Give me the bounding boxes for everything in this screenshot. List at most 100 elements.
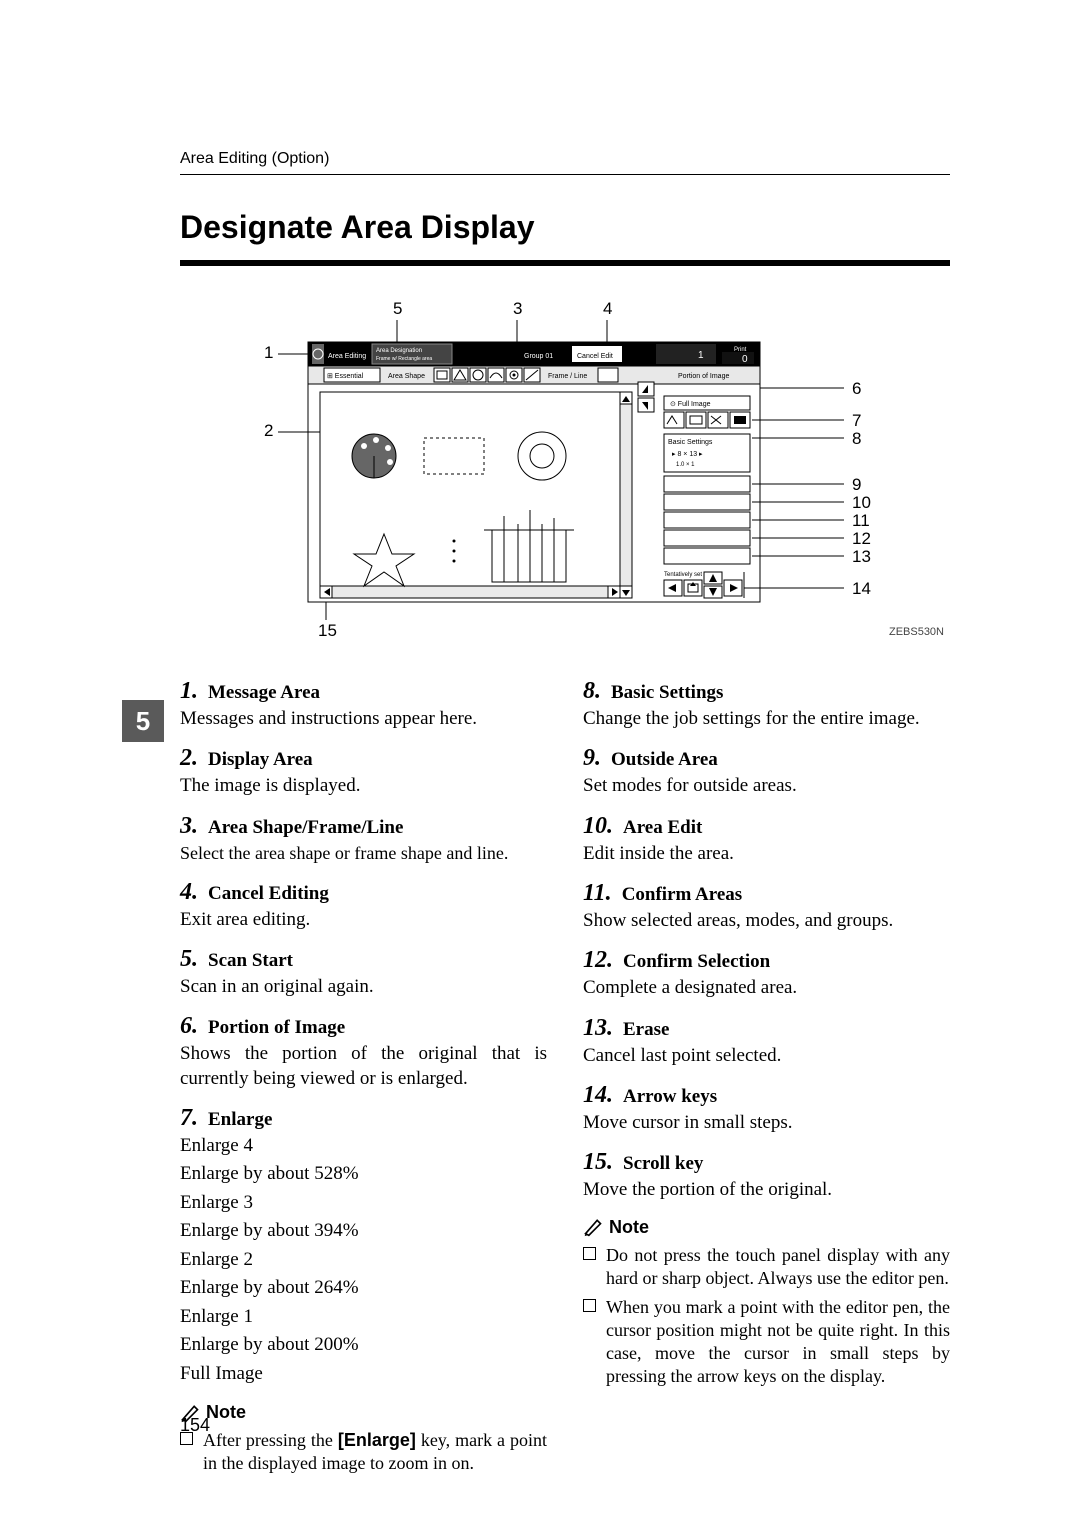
item-7-head: 7. Enlarge (180, 1105, 547, 1132)
callout-7: 7 (852, 411, 861, 430)
item-number: 8. (583, 678, 601, 705)
enlarge-line: Enlarge 3 (180, 1189, 547, 1218)
item-10-head: 10. Area Edit (583, 813, 950, 840)
svg-text:⊞ Essential: ⊞ Essential (327, 373, 364, 380)
item-label: Cancel Editing (208, 883, 329, 905)
svg-text:Portion of Image: Portion of Image (678, 373, 729, 380)
svg-text:Cancel Edit: Cancel Edit (577, 353, 613, 360)
figure: 5 3 4 Area Editing Area Designation Fram… (224, 296, 944, 636)
svg-text:Tentatively set: Tentatively set (664, 572, 702, 578)
title-rule (180, 260, 950, 266)
svg-text:Group 01: Group 01 (524, 353, 553, 360)
item-label: Basic Settings (611, 682, 723, 704)
callout-3: 3 (513, 299, 522, 318)
item-1-body: Messages and instructions appear here. (180, 707, 547, 731)
item-4-head: 4. Cancel Editing (180, 879, 547, 906)
item-1-head: 1. Message Area (180, 678, 547, 705)
note-text: Do not press the touch panel display wit… (606, 1244, 950, 1290)
item-11-head: 11. Confirm Areas (583, 880, 950, 907)
enlarge-line: Enlarge 1 (180, 1303, 547, 1332)
bullet-icon (583, 1299, 596, 1312)
manual-page: Area Editing (Option) Designate Area Dis… (0, 0, 1080, 1526)
enlarge-line: Enlarge by about 264% (180, 1274, 547, 1303)
svg-text:0: 0 (742, 354, 748, 365)
item-8-head: 8. Basic Settings (583, 678, 950, 705)
note-icon (583, 1217, 603, 1237)
item-15-head: 15. Scroll key (583, 1149, 950, 1176)
enlarge-line: Enlarge by about 528% (180, 1160, 547, 1189)
item-14-head: 14. Arrow keys (583, 1082, 950, 1109)
item-label: Display Area (208, 749, 313, 771)
bullet-icon (583, 1247, 596, 1260)
item-label: Portion of Image (208, 1017, 345, 1039)
item-15-body: Move the portion of the original. (583, 1178, 950, 1202)
svg-text:Frame / Line: Frame / Line (548, 373, 587, 380)
note-text: After pressing the [Enlarge] key, mark a… (203, 1429, 547, 1475)
item-12-body: Complete a designated area. (583, 976, 950, 1000)
item-label: Outside Area (611, 749, 718, 771)
item-number: 13. (583, 1015, 613, 1042)
note-heading: Note (180, 1402, 547, 1423)
right-column: 8. Basic Settings Change the job setting… (583, 664, 950, 1475)
enlarge-list: Enlarge 4 Enlarge by about 528% Enlarge … (180, 1132, 547, 1389)
item-label: Confirm Areas (622, 884, 743, 906)
note-text: When you mark a point with the editor pe… (606, 1296, 950, 1388)
item-6-body: Shows the portion of the original that i… (180, 1042, 547, 1091)
item-number: 12. (583, 947, 613, 974)
item-5-head: 5. Scan Start (180, 946, 547, 973)
callout-1: 1 (264, 343, 273, 362)
svg-text:⊙ Full Image: ⊙ Full Image (670, 401, 711, 408)
callout-8: 8 (852, 429, 861, 448)
enlarge-key: [Enlarge] (338, 1430, 416, 1450)
enlarge-line: Enlarge by about 200% (180, 1331, 547, 1360)
item-9-body: Set modes for outside areas. (583, 774, 950, 798)
page-title: Designate Area Display (180, 209, 950, 246)
note-bullet: When you mark a point with the editor pe… (583, 1296, 950, 1388)
svg-text:1: 1 (698, 350, 704, 361)
note-heading: Note (583, 1217, 950, 1238)
callout-13: 13 (852, 547, 871, 566)
svg-text:Area Editing: Area Editing (328, 353, 366, 360)
callout-12: 12 (852, 529, 871, 548)
item-label: Scroll key (623, 1153, 703, 1175)
item-number: 3. (180, 813, 198, 840)
item-13-body: Cancel last point selected. (583, 1044, 950, 1068)
note-bullet: After pressing the [Enlarge] key, mark a… (180, 1429, 547, 1475)
page-number: 154 (180, 1415, 210, 1436)
item-number: 7. (180, 1105, 198, 1132)
item-number: 2. (180, 745, 198, 772)
item-number: 15. (583, 1149, 613, 1176)
chapter-tab: 5 (122, 700, 164, 742)
running-header: Area Editing (Option) (180, 150, 950, 168)
item-10-body: Edit inside the area. (583, 842, 950, 866)
svg-text:Area Designation: Area Designation (376, 348, 422, 354)
note-text-part: After pressing the (203, 1430, 338, 1450)
item-label: Area Shape/Frame/Line (208, 817, 403, 839)
item-13-head: 13. Erase (583, 1015, 950, 1042)
item-label: Message Area (208, 682, 320, 704)
svg-text:Basic Settings: Basic Settings (668, 439, 713, 446)
callout-5: 5 (393, 299, 402, 318)
callout-6: 6 (852, 379, 861, 398)
item-12-head: 12. Confirm Selection (583, 947, 950, 974)
figure-code: ZEBS530N (889, 626, 944, 638)
item-label: Erase (623, 1019, 669, 1041)
item-label: Confirm Selection (623, 951, 770, 973)
callout-2: 2 (264, 421, 273, 440)
item-number: 10. (583, 813, 613, 840)
callout-14: 14 (852, 579, 871, 598)
item-8-body: Change the job settings for the entire i… (583, 707, 950, 731)
svg-text:▸ 8 × 13 ▸: ▸ 8 × 13 ▸ (672, 451, 703, 458)
enlarge-line: Enlarge 4 (180, 1132, 547, 1161)
item-4-body: Exit area editing. (180, 908, 547, 932)
callout-9: 9 (852, 475, 861, 494)
item-5-body: Scan in an original again. (180, 975, 547, 999)
item-number: 14. (583, 1082, 613, 1109)
body-columns: 1. Message Area Messages and instruction… (180, 664, 950, 1475)
svg-text:Area Shape: Area Shape (388, 373, 425, 380)
item-number: 1. (180, 678, 198, 705)
header-rule (180, 174, 950, 175)
item-label: Area Edit (623, 817, 702, 839)
item-label: Arrow keys (623, 1086, 717, 1108)
item-14-body: Move cursor in small steps. (583, 1111, 950, 1135)
